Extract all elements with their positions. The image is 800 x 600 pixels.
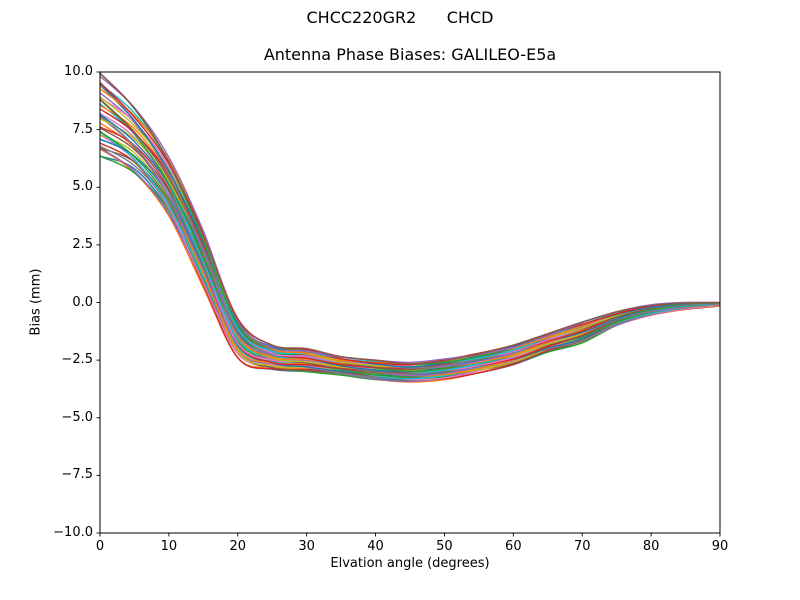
y-tick-label: −5.0 [61,409,93,425]
bias-line [100,130,720,378]
x-tick-label: 20 [229,539,247,554]
y-tick-label: 5.0 [72,179,93,195]
bias-line [100,116,720,377]
chart-title: Antenna Phase Biases: GALILEO-E5a [263,45,557,64]
x-axis-label: Elvation angle (degrees) [330,556,490,571]
y-tick-label: 0.0 [72,294,93,310]
x-tick-label: 50 [436,539,453,554]
y-tick-label: −10.0 [53,525,93,540]
y-tick-label: 10.0 [64,64,93,79]
bias-line [100,131,720,380]
axes-frame [99,71,721,534]
x-tick-label: 10 [160,539,178,554]
x-tick-label: 80 [642,539,660,554]
bias-line [100,155,720,382]
x-tick-label: 70 [573,539,591,554]
y-tick-label: 7.5 [72,121,93,137]
x-tick-label: 90 [711,539,729,554]
phase-bias-lines [100,72,720,383]
bias-line [100,122,720,377]
x-tick-label: 40 [367,539,384,554]
y-tick-label: 2.5 [72,236,93,252]
x-tick-label: 30 [298,539,315,554]
bias-line [100,148,720,383]
bias-line [100,102,720,373]
bias-line [100,72,720,365]
bias-line [100,155,720,382]
y-tick-label: −2.5 [61,352,93,368]
bias-line [100,81,720,366]
figure-suptitle: CHCC220GR2 CHCD [306,8,494,27]
bias-line [100,84,720,369]
x-tick-label: 60 [505,539,522,554]
x-tick-label: 0 [95,539,105,554]
y-tick-label: −7.5 [61,467,93,483]
